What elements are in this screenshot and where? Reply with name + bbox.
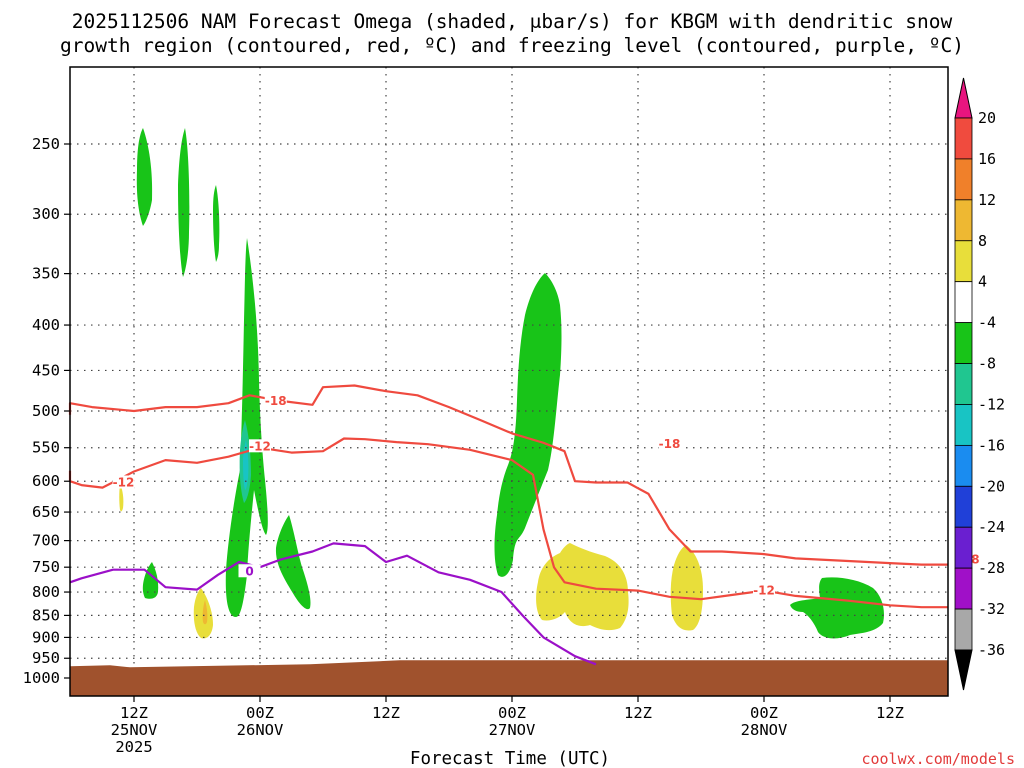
x-tick-label: 00Z bbox=[498, 704, 526, 722]
colorbar-bin bbox=[954, 608, 973, 651]
omega-region bbox=[670, 545, 703, 631]
y-tick-label: 750 bbox=[32, 558, 60, 576]
omega-region bbox=[119, 484, 124, 512]
y-tick-label: 700 bbox=[32, 532, 60, 550]
omega-region bbox=[275, 515, 311, 610]
y-tick-label: 400 bbox=[32, 316, 60, 334]
omega-region bbox=[494, 273, 562, 577]
colorbar-label: -28 bbox=[978, 559, 1005, 577]
plot-frame bbox=[69, 66, 949, 697]
y-tick-label: 450 bbox=[32, 361, 60, 379]
colorbar-label: -20 bbox=[978, 477, 1005, 495]
omega-shading bbox=[119, 128, 884, 639]
omega-region bbox=[225, 238, 268, 617]
y-tick-label: 900 bbox=[32, 628, 60, 646]
x-tick-label: 12Z bbox=[624, 704, 652, 722]
colorbar-label: -24 bbox=[978, 518, 1005, 536]
x-tick-label: 2025 bbox=[115, 738, 152, 756]
x-axis-label: Forecast Time (UTC) bbox=[410, 749, 610, 768]
y-tick-label: 800 bbox=[32, 583, 60, 601]
contour-label: -12 bbox=[113, 476, 135, 490]
colorbar-top-arrow bbox=[954, 77, 973, 119]
contour-label-bg bbox=[249, 439, 271, 453]
y-axis: 250 300 350 400 450 500 550 600 650 700 750 800 850 9… bbox=[23, 135, 70, 687]
colorbar-bottom-arrow bbox=[954, 649, 973, 691]
x-tick-label: 27NOV bbox=[489, 721, 536, 739]
contour-label: 0 bbox=[245, 564, 253, 578]
colorbar-bin bbox=[954, 281, 973, 324]
colorbar-label: -4 bbox=[978, 314, 996, 332]
contour-zero bbox=[69, 542, 597, 666]
omega-region bbox=[136, 128, 153, 226]
colorbar-label: -12 bbox=[978, 395, 1005, 413]
colorbar-bin bbox=[954, 363, 973, 405]
colorbar-label: 16 bbox=[978, 150, 996, 168]
contour-label: -18 bbox=[265, 394, 287, 408]
contour-label-bg bbox=[112, 475, 135, 489]
contour-label: -12 bbox=[753, 584, 775, 598]
colorbar-label: 8 bbox=[978, 232, 987, 250]
colorbar-bin bbox=[954, 485, 973, 528]
x-tick-label: 26NOV bbox=[237, 721, 284, 739]
colorbar-bin bbox=[954, 526, 973, 569]
colorbar-bin bbox=[954, 567, 973, 610]
contour-minus18 bbox=[68, 384, 948, 566]
x-tick-label: 00Z bbox=[246, 704, 274, 722]
colorbar-bin bbox=[954, 404, 973, 446]
y-tick-label: 650 bbox=[32, 503, 60, 521]
contour-label-bg bbox=[264, 393, 287, 407]
omega-region bbox=[790, 577, 884, 639]
x-tick-label: 00Z bbox=[750, 704, 778, 722]
colorbar-label: 12 bbox=[978, 191, 996, 209]
x-tick-label: 12Z bbox=[120, 704, 148, 722]
ground-fill bbox=[70, 660, 948, 696]
credit-text: coolwx.com/models bbox=[861, 750, 1015, 768]
chart-title-line1: 2025112506 NAM Forecast Omega (shaded, μ… bbox=[71, 10, 953, 33]
y-tick-label: 550 bbox=[32, 439, 60, 457]
y-tick-label: 950 bbox=[32, 649, 60, 667]
colorbar-label: 20 bbox=[978, 109, 996, 127]
colorbar-bin bbox=[954, 322, 973, 364]
ground-area bbox=[70, 660, 948, 696]
colorbar-bin bbox=[954, 240, 973, 283]
colorbar-label: 4 bbox=[978, 273, 987, 291]
y-tick-label: 1000 bbox=[23, 669, 60, 687]
y-tick-label: 350 bbox=[32, 265, 60, 283]
omega-region bbox=[202, 600, 208, 625]
y-tick-label: 300 bbox=[32, 205, 60, 223]
y-tick-label: 250 bbox=[32, 135, 60, 153]
contour-label-bg bbox=[753, 583, 775, 597]
x-tick-label: 25NOV bbox=[111, 721, 158, 739]
colorbar-label: -36 bbox=[978, 641, 1005, 659]
chart-title-line2: growth region (contoured, red, ºC) and f… bbox=[60, 34, 964, 57]
y-tick-label: 850 bbox=[32, 606, 60, 624]
colorbar: 20 16 12 8 4 -4 -8 -12 -16 -20 -24 -28 -32 -36 bbox=[954, 77, 1005, 691]
colorbar-bin bbox=[954, 199, 973, 242]
contour-label: -12 bbox=[249, 439, 271, 453]
plot-border bbox=[69, 66, 949, 697]
colorbar-label: -32 bbox=[978, 600, 1005, 618]
temperature-contours: -18-18-18-12-12-120 bbox=[68, 384, 980, 666]
x-tick-label: 12Z bbox=[372, 704, 400, 722]
x-tick-label: 28NOV bbox=[741, 721, 788, 739]
colorbar-bin bbox=[954, 117, 973, 160]
colorbar-label: -16 bbox=[978, 436, 1005, 454]
colorbar-bin bbox=[954, 444, 973, 487]
y-tick-label: 600 bbox=[32, 472, 60, 490]
omega-region bbox=[213, 185, 220, 262]
colorbar-label: -8 bbox=[978, 355, 996, 373]
contour-label-bg bbox=[658, 437, 681, 451]
y-tick-label: 500 bbox=[32, 402, 60, 420]
colorbar-bin bbox=[954, 158, 973, 201]
omega-region bbox=[178, 128, 190, 277]
x-tick-label: 12Z bbox=[876, 704, 904, 722]
contour-label: -18 bbox=[659, 437, 681, 451]
contour-label-bg bbox=[238, 564, 261, 578]
